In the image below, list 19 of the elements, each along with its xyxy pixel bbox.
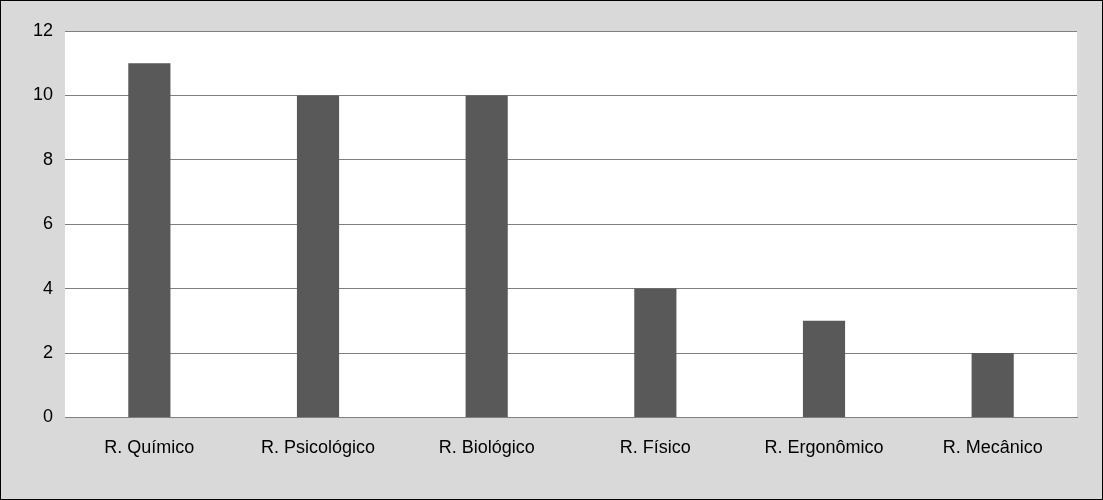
y-tick-label: 12 xyxy=(32,19,54,40)
bar xyxy=(634,288,677,417)
x-tick-label: R. Biológico xyxy=(438,437,535,458)
y-tick-label: 0 xyxy=(43,406,54,427)
y-tick-label: 6 xyxy=(43,213,54,234)
y-tick-label: 4 xyxy=(43,277,54,298)
x-tick-label: R. Físico xyxy=(619,437,691,458)
y-tick-label: 10 xyxy=(32,84,54,105)
y-tick-label: 2 xyxy=(43,341,54,362)
x-tick-label: R. Psicológico xyxy=(260,437,376,458)
y-tick-label: 8 xyxy=(43,148,54,169)
x-tick-label: R. Ergonômico xyxy=(764,437,884,458)
x-tick-label: R. Mecânico xyxy=(942,437,1043,458)
bar xyxy=(971,353,1014,417)
x-tick-label: R. Químico xyxy=(104,437,195,458)
bar xyxy=(128,63,171,417)
bar xyxy=(296,95,340,417)
bar xyxy=(465,95,508,417)
bar xyxy=(802,320,846,417)
